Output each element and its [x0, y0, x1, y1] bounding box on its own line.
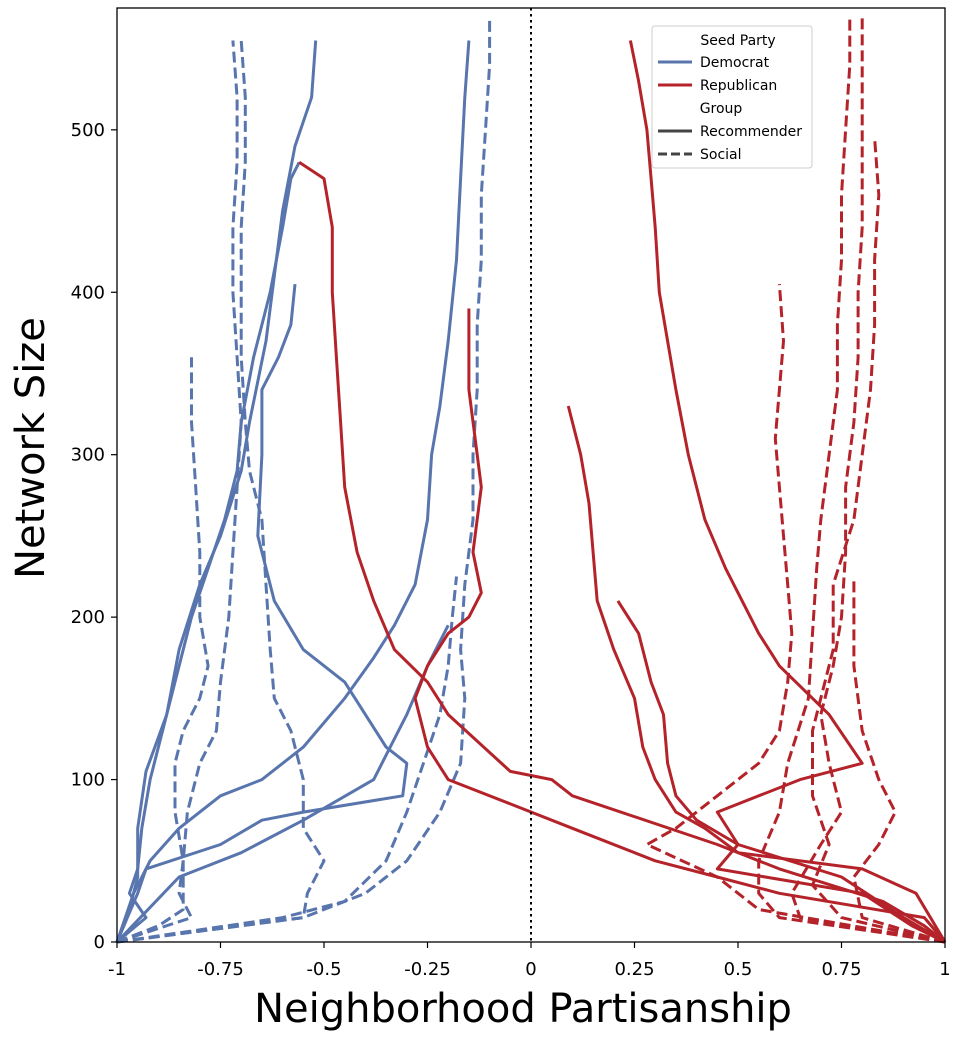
series-line-democrat-social-6: [116, 576, 458, 944]
x-tick-label: 0.5: [724, 959, 753, 980]
x-axis-title: Neighborhood Partisanship: [254, 986, 792, 1032]
legend-label-democrat: Democrat: [700, 55, 770, 71]
series-line-republican-social-20: [645, 283, 946, 944]
x-tick-label: -0.75: [197, 959, 244, 980]
legend-label-social: Social: [700, 147, 742, 163]
legend-label-republican: Republican: [700, 78, 777, 94]
series-line-democrat-social-10: [116, 357, 210, 944]
legend: Seed Party Democrat Republican Group Rec…: [651, 25, 813, 169]
series-line-democrat-social-8: [116, 40, 326, 944]
legend-title-seed-party: Seed Party: [700, 33, 775, 49]
series-line-democrat-social-7: [116, 16, 492, 944]
series-line-democrat-recommender-1: [115, 283, 409, 943]
series-line-republican-social-17: [811, 137, 946, 944]
x-tick-label: 1: [939, 959, 950, 980]
y-axis-title: Network Size: [8, 317, 54, 579]
legend-label-recommender: Recommender: [700, 124, 802, 140]
series-line-republican-social-19: [757, 16, 946, 944]
x-tick-label: -0.25: [404, 959, 451, 980]
series-line-republican-social-16: [852, 576, 946, 944]
x-tick-label: -1: [108, 959, 126, 980]
series-line-republican-recommender-15: [628, 40, 946, 944]
series-line-republican-recommender-13: [616, 600, 946, 944]
y-axis: 0 100 200 300 400 500: [71, 120, 117, 953]
y-tick-label: 500: [71, 120, 105, 141]
x-tick-label: 0.25: [614, 959, 654, 980]
series-line-democrat-recommender-2: [115, 40, 471, 943]
y-tick-label: 300: [71, 445, 105, 466]
x-tick-label: 0: [525, 959, 536, 980]
series-layer: [115, 16, 947, 944]
series-line-republican-recommender-11: [298, 161, 946, 944]
y-tick-label: 200: [71, 607, 105, 628]
y-tick-label: 400: [71, 282, 105, 303]
legend-title-group: Group: [700, 101, 743, 117]
y-tick-label: 0: [94, 932, 105, 953]
series-line-republican-social-18: [790, 16, 946, 944]
series-line-republican-recommender-14: [566, 405, 947, 943]
x-tick-label: 0.75: [821, 959, 861, 980]
series-line-republican-recommender-12: [413, 308, 947, 943]
x-axis: -1 -0.75 -0.5 -0.25 0 0.25 0.5 0.75 1: [108, 942, 951, 980]
y-tick-label: 100: [71, 770, 105, 791]
x-tick-label: -0.5: [306, 959, 341, 980]
series-line-democrat-recommender-4: [116, 161, 301, 944]
